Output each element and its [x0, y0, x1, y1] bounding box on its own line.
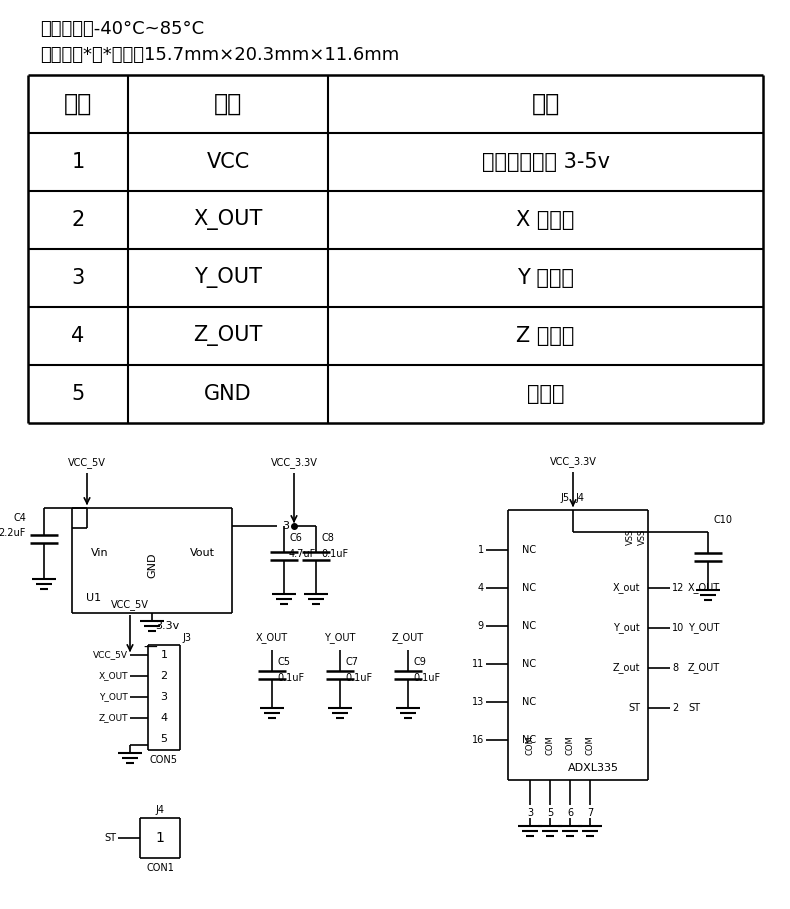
- Text: C6: C6: [289, 533, 302, 543]
- Text: 0.1uF: 0.1uF: [413, 673, 440, 683]
- Text: 0.1uF: 0.1uF: [345, 673, 372, 683]
- Text: NC: NC: [522, 735, 536, 745]
- Text: Z 轴输出: Z 轴输出: [517, 326, 574, 346]
- Text: COM: COM: [525, 735, 535, 755]
- Text: 6: 6: [567, 808, 573, 818]
- Text: J3: J3: [182, 633, 191, 643]
- Text: ST: ST: [104, 833, 116, 843]
- Text: 1: 1: [71, 152, 85, 172]
- Text: COM: COM: [546, 735, 555, 755]
- Text: 名称: 名称: [214, 92, 242, 116]
- Text: C7: C7: [345, 657, 358, 667]
- Text: VCC_3.3V: VCC_3.3V: [550, 456, 596, 467]
- Text: Z_out: Z_out: [612, 663, 640, 674]
- Text: Z_OUT: Z_OUT: [688, 663, 720, 674]
- Text: GND: GND: [204, 384, 252, 404]
- Text: X 轴输出: X 轴输出: [517, 210, 574, 230]
- Text: 5: 5: [71, 384, 85, 404]
- Text: 2: 2: [160, 671, 167, 681]
- Text: CON1: CON1: [146, 863, 174, 873]
- Text: Y_OUT: Y_OUT: [100, 693, 128, 702]
- Text: 3: 3: [71, 268, 85, 288]
- Text: 4: 4: [478, 583, 484, 593]
- Text: NC: NC: [522, 583, 536, 593]
- Text: Vin: Vin: [91, 547, 109, 557]
- Text: Y 轴输出: Y 轴输出: [517, 268, 574, 288]
- Text: 10: 10: [672, 623, 684, 633]
- Text: C9: C9: [413, 657, 426, 667]
- Text: 4.7uF: 4.7uF: [289, 549, 316, 559]
- Text: 11: 11: [472, 659, 484, 669]
- Text: X_OUT: X_OUT: [688, 583, 720, 594]
- Text: C5: C5: [277, 657, 290, 667]
- Text: GND: GND: [147, 553, 157, 578]
- Text: VSS: VSS: [626, 529, 634, 545]
- Text: X_OUT: X_OUT: [99, 672, 128, 681]
- Text: X_OUT: X_OUT: [256, 633, 288, 644]
- Text: 3: 3: [527, 808, 533, 818]
- Text: VCC_5V: VCC_5V: [111, 599, 149, 610]
- Text: Y_out: Y_out: [613, 623, 640, 634]
- Text: C4: C4: [13, 513, 26, 523]
- Text: 3: 3: [160, 692, 167, 702]
- Text: 5: 5: [160, 734, 167, 744]
- Text: 1: 1: [156, 831, 164, 845]
- Text: COM: COM: [585, 735, 595, 755]
- Text: J4: J4: [156, 805, 164, 815]
- Text: 0.1uF: 0.1uF: [277, 673, 304, 683]
- Text: J5: J5: [560, 493, 570, 503]
- Text: Z_OUT: Z_OUT: [99, 714, 128, 723]
- Text: ADXL335: ADXL335: [567, 763, 619, 773]
- Text: 1: 1: [478, 545, 484, 555]
- Text: NC: NC: [522, 621, 536, 631]
- Text: VCC_5V: VCC_5V: [93, 651, 128, 660]
- Text: 电源供给范围 3-5v: 电源供给范围 3-5v: [481, 152, 610, 172]
- Text: 2: 2: [71, 210, 85, 230]
- Text: 描叙: 描叙: [532, 92, 559, 116]
- Text: 13: 13: [472, 697, 484, 707]
- Text: —: —: [143, 641, 157, 655]
- Text: 电源地: 电源地: [527, 384, 564, 404]
- Text: Vout: Vout: [190, 547, 215, 557]
- Text: 4: 4: [71, 326, 85, 346]
- Text: VSS: VSS: [638, 529, 646, 545]
- Text: 2.2uF: 2.2uF: [0, 528, 26, 538]
- Text: 工作温度：-40°C~85°C: 工作温度：-40°C~85°C: [40, 20, 204, 38]
- Text: 8: 8: [672, 663, 678, 673]
- Text: 1: 1: [160, 650, 167, 660]
- Text: 7: 7: [587, 808, 593, 818]
- Text: NC: NC: [522, 697, 536, 707]
- Text: VCC: VCC: [206, 152, 250, 172]
- Text: J4: J4: [575, 493, 585, 503]
- Text: 3.3v: 3.3v: [155, 621, 179, 631]
- Text: 5: 5: [547, 808, 553, 818]
- Text: Y_OUT: Y_OUT: [688, 623, 720, 634]
- Text: C8: C8: [321, 533, 334, 543]
- Text: U1: U1: [86, 593, 102, 603]
- Text: ST: ST: [628, 703, 640, 713]
- Text: 0.1uF: 0.1uF: [321, 549, 348, 559]
- Text: ST: ST: [688, 703, 700, 713]
- Text: VCC_3.3V: VCC_3.3V: [270, 457, 318, 468]
- Text: Z_OUT: Z_OUT: [392, 633, 424, 644]
- Text: Y_OUT: Y_OUT: [194, 267, 262, 288]
- Text: NC: NC: [522, 659, 536, 669]
- Text: 2: 2: [672, 703, 679, 713]
- Text: CON5: CON5: [150, 755, 178, 765]
- Text: 尺寸（长*宽*高）：15.7mm×20.3mm×11.6mm: 尺寸（长*宽*高）：15.7mm×20.3mm×11.6mm: [40, 46, 399, 64]
- Text: 4: 4: [160, 713, 167, 723]
- Text: VCC_5V: VCC_5V: [68, 457, 106, 468]
- Text: C10: C10: [713, 515, 732, 525]
- Text: Y_OUT: Y_OUT: [325, 633, 356, 644]
- Text: 12: 12: [672, 583, 684, 593]
- Text: COM: COM: [566, 735, 574, 755]
- Text: 序号: 序号: [64, 92, 92, 116]
- Text: X_OUT: X_OUT: [194, 209, 263, 231]
- Text: NC: NC: [522, 545, 536, 555]
- Text: 16: 16: [472, 735, 484, 745]
- Text: 3: 3: [282, 521, 289, 531]
- Text: X_out: X_out: [612, 583, 640, 594]
- Text: Z_OUT: Z_OUT: [194, 325, 263, 346]
- Text: 9: 9: [478, 621, 484, 631]
